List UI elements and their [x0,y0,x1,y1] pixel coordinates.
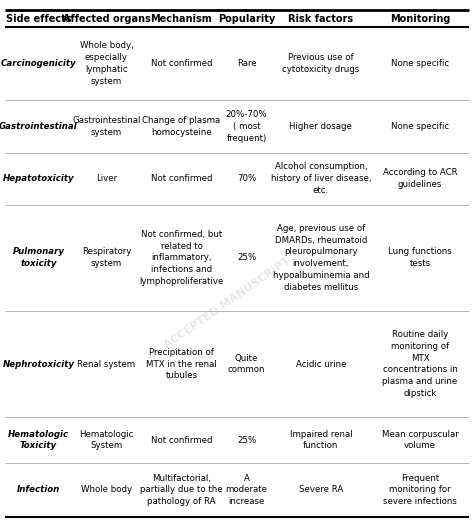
Text: Higher dosage: Higher dosage [290,122,352,131]
Text: Multifactorial,
partially due to the
pathology of RA: Multifactorial, partially due to the pat… [140,473,223,506]
Text: Gastrointestinal
system: Gastrointestinal system [72,116,141,137]
Text: Severe RA: Severe RA [299,485,343,494]
Text: Age, previous use of
DMARDs, rheumatoid
pleuropulmonary
involvement,
hypoalbumin: Age, previous use of DMARDs, rheumatoid … [273,224,369,292]
Text: Respiratory
system: Respiratory system [82,247,131,268]
Text: Carcinogenicity: Carcinogenicity [0,59,76,68]
Text: Not confirmed: Not confirmed [151,59,212,68]
Text: Acidic urine: Acidic urine [296,360,346,369]
Text: A
moderate
increase: A moderate increase [226,473,267,506]
Text: Alcohol consumption,
history of liver disease,
etc.: Alcohol consumption, history of liver di… [271,162,371,195]
Text: Not confirmed: Not confirmed [151,174,212,183]
Text: Not confirmed: Not confirmed [151,435,212,445]
Text: Whole body: Whole body [81,485,132,494]
Text: Hematologic
System: Hematologic System [79,430,134,450]
Text: Mechanism: Mechanism [151,14,212,23]
Text: 70%: 70% [237,174,256,183]
Text: Monitoring: Monitoring [390,14,450,23]
Text: 25%: 25% [237,435,256,445]
Text: Mean corpuscular
volume: Mean corpuscular volume [382,430,458,450]
Text: Side effects: Side effects [6,14,71,23]
Text: Liver: Liver [96,174,117,183]
Text: Change of plasma
homocysteine: Change of plasma homocysteine [142,116,220,137]
Text: Risk factors: Risk factors [288,14,354,23]
Text: Not confirmed, but
related to
inflammatory,
infections and
lymphoproliferative: Not confirmed, but related to inflammato… [139,230,224,286]
Text: Previous use of
cytotoxicity drugs: Previous use of cytotoxicity drugs [282,53,359,74]
Text: 25%: 25% [237,253,256,263]
Text: Nephrotoxicity: Nephrotoxicity [2,360,74,369]
Text: Lung functions
tests: Lung functions tests [388,247,452,268]
Text: According to ACR
guidelines: According to ACR guidelines [383,168,457,189]
Text: Popularity: Popularity [218,14,275,23]
Text: Rare: Rare [237,59,256,68]
Text: Pulmonary
toxicity: Pulmonary toxicity [12,247,64,268]
Text: Hematologic
Toxicity: Hematologic Toxicity [8,430,69,450]
Text: Quite
common: Quite common [228,354,265,374]
Text: Renal system: Renal system [77,360,136,369]
Text: None specific: None specific [391,59,449,68]
Text: ACCEPTED MANUSCRIPT: ACCEPTED MANUSCRIPT [163,255,292,350]
Text: Frequent
monitoring for
severe infections: Frequent monitoring for severe infection… [383,473,457,506]
Text: Infection: Infection [17,485,60,494]
Text: 20%-70%
( most
frequent): 20%-70% ( most frequent) [226,110,267,143]
Text: None specific: None specific [391,122,449,131]
Text: Gastrointestinal: Gastrointestinal [0,122,78,131]
Text: Whole body,
especially
lymphatic
system: Whole body, especially lymphatic system [80,41,133,86]
Text: Routine daily
monitoring of
MTX
concentrations in
plasma and urine
dipstick: Routine daily monitoring of MTX concentr… [383,330,457,398]
Text: Affected organs: Affected organs [63,14,150,23]
Text: Impaired renal
function: Impaired renal function [290,430,352,450]
Text: Precipitation of
MTX in the renal
tubules: Precipitation of MTX in the renal tubule… [146,348,217,381]
Text: Hepatotoxicity: Hepatotoxicity [2,174,74,183]
